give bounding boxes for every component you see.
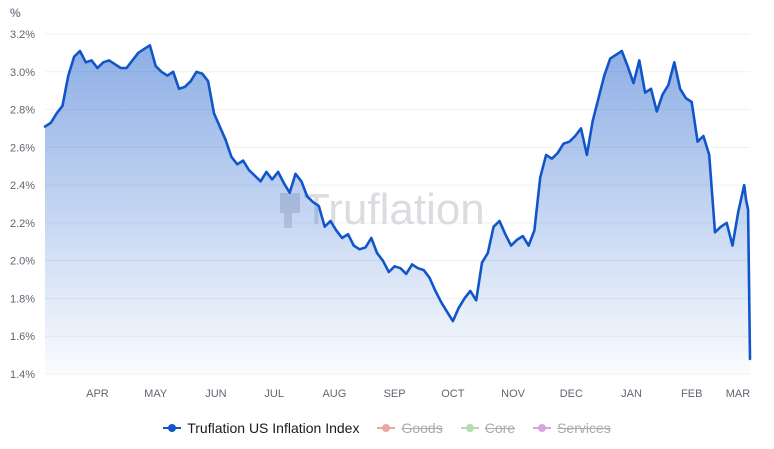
x-tick-label: NOV [501,388,526,400]
y-tick-label: 1.8% [10,293,35,305]
legend-label: Goods [401,420,443,436]
legend-marker-icon [533,423,552,433]
legend-item-truflation-index[interactable]: Truflation US Inflation Index [163,420,359,436]
legend-marker-icon [460,423,479,433]
y-tick-label: 2.6% [10,142,35,154]
y-tick-label: 2.4% [10,180,35,192]
chart-legend: Truflation US Inflation Index Goods Core… [0,418,774,438]
legend-marker-icon [163,423,182,433]
x-tick-label: SEP [384,388,406,400]
series-area-truflation-index [45,45,750,375]
y-tick-label: 1.6% [10,331,35,343]
y-tick-label: 3.0% [10,67,35,79]
y-tick-label: 2.8% [10,105,35,117]
x-tick-label: MAY [144,388,168,400]
legend-marker-icon [377,423,396,433]
x-tick-label: APR [86,388,109,400]
legend-label: Services [557,420,611,436]
x-tick-label: MAR [726,388,751,400]
line-layer [43,44,752,361]
y-axis-unit-label: % [10,6,21,20]
legend-label: Truflation US Inflation Index [187,420,360,436]
legend-item-core[interactable]: Core [460,420,516,436]
y-tick-labels: 1.4% 1.6% 1.8% 2.0% 2.2% 2.4% 2.6% 2.8% 3.0% 3.2% [10,29,35,381]
x-tick-label: FEB [681,388,702,400]
legend-item-services[interactable]: Services [533,420,611,436]
y-tick-label: 1.4% [10,369,35,381]
y-tick-label: 2.0% [10,256,35,268]
x-tick-labels: APR MAY JUN JUL AUG SEP OCT NOV DEC JAN FEB MAR [86,388,750,400]
y-tick-label: 2.2% [10,218,35,230]
x-tick-label: AUG [322,388,346,400]
area-layer [45,45,750,375]
x-tick-label: OCT [441,388,465,400]
x-tick-label: JUL [264,388,284,400]
legend-item-goods[interactable]: Goods [377,420,443,436]
x-tick-label: JUN [205,388,226,400]
series-line-truflation-index[interactable] [43,44,752,361]
y-tick-label: 3.2% [10,29,35,41]
x-tick-label: DEC [560,388,583,400]
x-tick-label: JAN [621,388,642,400]
legend-label: Core [484,420,516,436]
